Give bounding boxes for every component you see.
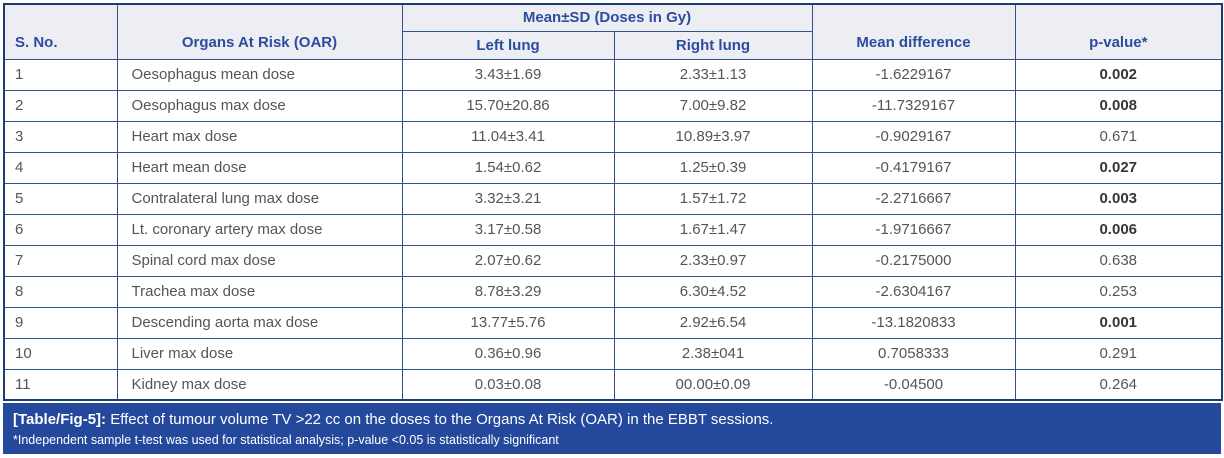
cell-s-no: 4 <box>3 151 118 184</box>
cell-organ: Heart max dose <box>116 120 403 153</box>
table-row: 3 Heart max dose 11.04±3.41 10.89±3.97 -0.90… <box>3 120 1223 153</box>
cell-mean-difference: -2.2716667 <box>811 182 1016 215</box>
cell-s-no: 11 <box>3 368 118 401</box>
cell-right-lung: 1.67±1.47 <box>613 213 813 246</box>
cell-p-value: 0.253 <box>1014 275 1223 308</box>
table-row: 7 Spinal cord max dose 2.07±0.62 2.33±0.97-… <box>3 244 1223 277</box>
col-header-p-value: p-value* <box>1014 3 1223 60</box>
cell-left-lung: 8.78±3.29 <box>401 275 615 308</box>
cell-right-lung: 2.92±6.54 <box>613 306 813 339</box>
cell-s-no: 6 <box>3 213 118 246</box>
table-row: 6 Lt. coronary artery max dose 3.17±0.58 1.… <box>3 213 1223 246</box>
table-row: 2 Oesophagus max dose 15.70±20.86 7.00±9.82… <box>3 89 1223 122</box>
cell-right-lung: 2.33±1.13 <box>613 58 813 91</box>
cell-s-no: 10 <box>3 337 118 370</box>
cell-right-lung: 1.25±0.39 <box>613 151 813 184</box>
cell-organ: Trachea max dose <box>116 275 403 308</box>
caption-text: Effect of tumour volume TV >22 cc on the… <box>110 411 774 428</box>
cell-left-lung: 0.03±0.08 <box>401 368 615 401</box>
header-row-2: Left lung Right lung <box>4 30 1222 60</box>
cell-p-value: 0.003 <box>1014 182 1223 215</box>
cell-organ: Oesophagus mean dose <box>116 58 403 91</box>
cell-mean-difference: -13.1820833 <box>811 306 1016 339</box>
cell-right-lung: 2.33±0.97 <box>613 244 813 277</box>
cell-left-lung: 15.70±20.86 <box>401 89 615 122</box>
col-header-oar: Organs At Risk (OAR) <box>116 3 403 60</box>
cell-organ: Spinal cord max dose <box>116 244 403 277</box>
cell-p-value: 0.008 <box>1014 89 1223 122</box>
cell-organ: Contralateral lung max dose <box>116 182 403 215</box>
cell-organ: Descending aorta max dose <box>116 306 403 339</box>
cell-s-no: 2 <box>3 89 118 122</box>
cell-left-lung: 3.43±1.69 <box>401 58 615 91</box>
oar-dose-table: S. No. Organs At Risk (OAR) Mean±SD (Dos… <box>3 3 1223 401</box>
cell-mean-difference: -2.6304167 <box>811 275 1016 308</box>
col-header-mean-sd-group: Mean±SD (Doses in Gy) <box>401 3 813 32</box>
cell-organ: Lt. coronary artery max dose <box>116 213 403 246</box>
cell-s-no: 1 <box>3 58 118 91</box>
table-row: 9 Descending aorta max dose 13.77±5.76 2.92… <box>3 306 1223 339</box>
cell-mean-difference: -11.7329167 <box>811 89 1016 122</box>
cell-organ: Liver max dose <box>116 337 403 370</box>
cell-left-lung: 2.07±0.62 <box>401 244 615 277</box>
cell-mean-difference: -0.2175000 <box>811 244 1016 277</box>
cell-left-lung: 3.17±0.58 <box>401 213 615 246</box>
cell-mean-difference: -0.9029167 <box>811 120 1016 153</box>
cell-right-lung: 6.30±4.52 <box>613 275 813 308</box>
cell-mean-difference: -1.6229167 <box>811 58 1016 91</box>
caption-bar: [Table/Fig-5]: Effect of tumour volume T… <box>3 403 1221 454</box>
cell-mean-difference: -1.9716667 <box>811 213 1016 246</box>
cell-right-lung: 00.00±0.09 <box>613 368 813 401</box>
col-header-s-no: S. No. <box>3 3 118 60</box>
table-row: 4 Heart mean dose 1.54±0.62 1.25±0.39 -0.417… <box>3 151 1223 184</box>
cell-p-value: 0.291 <box>1014 337 1223 370</box>
table-body: 1 Oesophagus mean dose 3.43±1.69 2.33±1.13-… <box>3 58 1223 401</box>
col-header-right-lung: Right lung <box>613 30 813 60</box>
cell-p-value: 0.027 <box>1014 151 1223 184</box>
cell-right-lung: 10.89±3.97 <box>613 120 813 153</box>
cell-right-lung: 1.57±1.72 <box>613 182 813 215</box>
col-header-mean-difference: Mean difference <box>811 3 1016 60</box>
cell-s-no: 7 <box>3 244 118 277</box>
header-row-1: S. No. Organs At Risk (OAR) Mean±SD (Dos… <box>3 3 1223 60</box>
cell-left-lung: 13.77±5.76 <box>401 306 615 339</box>
col-header-left-lung: Left lung <box>401 30 615 60</box>
cell-right-lung: 7.00±9.82 <box>613 89 813 122</box>
caption-footnote: *Independent sample t-test was used for … <box>13 433 559 447</box>
cell-organ: Heart mean dose <box>116 151 403 184</box>
cell-s-no: 9 <box>3 306 118 339</box>
cell-left-lung: 0.36±0.96 <box>401 337 615 370</box>
cell-s-no: 3 <box>3 120 118 153</box>
cell-organ: Kidney max dose <box>116 368 403 401</box>
cell-left-lung: 11.04±3.41 <box>401 120 615 153</box>
table-row: 8 Trachea max dose 8.78±3.29 6.30±4.52 -2.63… <box>3 275 1223 308</box>
table-row: 5 Contralateral lung max dose 3.32±3.21 1.5… <box>3 182 1223 215</box>
cell-p-value: 0.001 <box>1014 306 1223 339</box>
cell-p-value: 0.671 <box>1014 120 1223 153</box>
table-row: 1 Oesophagus mean dose 3.43±1.69 2.33±1.13-… <box>3 58 1223 91</box>
table-row: 11 Kidney max dose 0.03±0.08 00.00±0.09 -0.0… <box>3 368 1223 401</box>
cell-p-value: 0.002 <box>1014 58 1223 91</box>
cell-p-value: 0.006 <box>1014 213 1223 246</box>
caption-line: [Table/Fig-5]: Effect of tumour volume T… <box>13 411 1211 429</box>
cell-s-no: 8 <box>3 275 118 308</box>
cell-mean-difference: -0.04500 <box>811 368 1016 401</box>
cell-left-lung: 1.54±0.62 <box>401 151 615 184</box>
cell-right-lung: 2.38±041 <box>613 337 813 370</box>
cell-left-lung: 3.32±3.21 <box>401 182 615 215</box>
cell-p-value: 0.638 <box>1014 244 1223 277</box>
cell-p-value: 0.264 <box>1014 368 1223 401</box>
table-row: 10 Liver max dose 0.36±0.96 2.38±041 0.70583… <box>3 337 1223 370</box>
cell-mean-difference: -0.4179167 <box>811 151 1016 184</box>
cell-organ: Oesophagus max dose <box>116 89 403 122</box>
cell-mean-difference: 0.7058333 <box>811 337 1016 370</box>
caption-label: [Table/Fig-5]: <box>13 411 107 428</box>
cell-s-no: 5 <box>3 182 118 215</box>
